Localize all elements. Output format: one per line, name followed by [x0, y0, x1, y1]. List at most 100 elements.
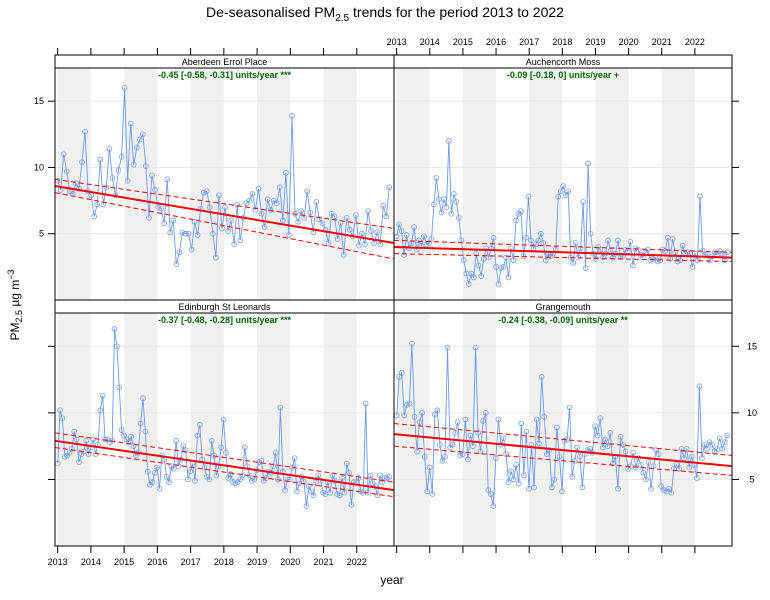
- data-point: [630, 449, 637, 456]
- data-point: [97, 156, 104, 163]
- data-point: [510, 476, 517, 483]
- data-point: [283, 169, 289, 176]
- data-point: [73, 180, 79, 187]
- data-point: [526, 485, 532, 492]
- data-point: [518, 420, 525, 427]
- panel-2: Edinburgh St Leonards -0.37 [-0.48, -0.28…: [54, 299, 395, 547]
- data-point: [562, 192, 569, 199]
- data-point: [485, 487, 492, 493]
- data-point: [133, 144, 140, 151]
- data-point: [679, 242, 686, 249]
- data-point: [216, 192, 222, 199]
- data-point: [374, 229, 380, 236]
- data-point: [379, 479, 386, 485]
- data-point: [585, 160, 591, 167]
- data-point: [428, 236, 435, 242]
- data-point: [118, 154, 125, 160]
- y-axis-label-main: PM: [8, 323, 22, 341]
- data-point: [83, 438, 89, 444]
- data-point: [716, 435, 723, 441]
- y-tick-label-left: 15: [34, 96, 44, 106]
- data-point: [194, 432, 201, 439]
- data-point: [490, 234, 497, 241]
- data-point: [380, 203, 387, 209]
- data-point: [490, 503, 497, 509]
- data-point: [556, 453, 563, 460]
- data-point: [185, 476, 191, 483]
- data-point: [640, 469, 647, 476]
- data-point: [579, 484, 586, 491]
- data-point: [478, 273, 484, 279]
- data-point: [508, 468, 514, 475]
- data-point: [470, 443, 476, 449]
- data-point: [580, 199, 586, 205]
- data-point: [298, 208, 304, 214]
- data-point: [462, 416, 469, 423]
- data-point: [90, 436, 96, 443]
- data-point: [97, 407, 104, 413]
- data-point: [443, 204, 450, 211]
- data-point: [140, 395, 146, 402]
- ci-low-line: [54, 446, 395, 498]
- data-point: [270, 463, 277, 469]
- data-point: [701, 442, 708, 448]
- data-point: [500, 435, 507, 441]
- panel-strip-label: Auchencorth Moss: [526, 57, 601, 67]
- year-band: [190, 313, 224, 546]
- data-point: [362, 400, 369, 407]
- data-point: [627, 238, 634, 245]
- data-point: [173, 261, 180, 268]
- data-point: [310, 492, 317, 499]
- data-point: [513, 461, 520, 468]
- data-point: [503, 254, 509, 261]
- data-point: [441, 196, 447, 203]
- x-tick-label-top: 2021: [652, 37, 672, 47]
- data-point: [343, 460, 350, 467]
- data-point: [452, 430, 458, 436]
- data-point: [697, 193, 703, 200]
- data-point: [615, 237, 621, 244]
- data-point: [543, 451, 550, 457]
- data-point: [493, 264, 499, 270]
- data-point: [602, 436, 609, 443]
- data-point: [246, 197, 253, 204]
- x-tick-label-top: 2015: [453, 37, 473, 47]
- y-tick-label-right: 10: [747, 408, 757, 418]
- data-point: [348, 501, 355, 508]
- data-point: [594, 432, 601, 439]
- data-point: [416, 237, 422, 244]
- data-point: [158, 205, 164, 212]
- data-point: [201, 464, 208, 471]
- panel-strip-label: Edinburgh St Leonards: [178, 302, 271, 312]
- data-point: [356, 242, 362, 249]
- data-point: [401, 412, 408, 419]
- x-tick-label-bottom: 2014: [81, 557, 101, 567]
- y-axis-label-sup: −3: [6, 269, 16, 279]
- y-tick-label-left: 5: [39, 229, 44, 239]
- trend-line: [54, 439, 395, 492]
- series-line: [57, 87, 390, 265]
- data-point: [694, 257, 701, 264]
- data-point: [143, 163, 149, 169]
- data-point: [142, 428, 149, 435]
- x-tick-label-top: 2018: [552, 37, 572, 47]
- data-point: [170, 217, 177, 224]
- data-point: [421, 233, 427, 240]
- data-point: [234, 201, 240, 208]
- data-point: [451, 191, 457, 197]
- data-point: [686, 464, 693, 471]
- data-point: [648, 485, 654, 492]
- data-point: [154, 464, 160, 471]
- data-point: [94, 201, 101, 208]
- data-point: [303, 503, 310, 509]
- data-point: [307, 209, 314, 216]
- data-point: [704, 446, 710, 452]
- data-point: [343, 215, 350, 221]
- data-point: [213, 472, 220, 479]
- data-point: [210, 230, 216, 237]
- data-point: [664, 234, 671, 241]
- data-point: [231, 241, 237, 248]
- data-point: [610, 254, 616, 261]
- data-point: [600, 254, 606, 261]
- data-point: [213, 254, 219, 261]
